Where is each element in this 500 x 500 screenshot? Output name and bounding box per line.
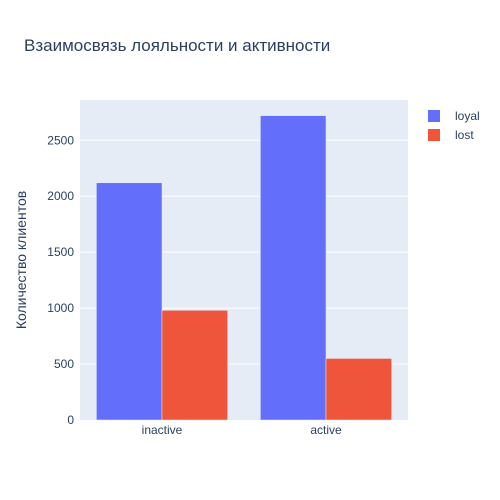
legend-item-lost[interactable]: lost bbox=[428, 128, 474, 142]
y-axis-title: Количество клиентов bbox=[13, 191, 29, 329]
legend-swatch bbox=[428, 110, 440, 122]
y-tick-label: 1500 bbox=[47, 245, 74, 259]
y-tick-label: 500 bbox=[54, 357, 74, 371]
x-tick-label: active bbox=[310, 423, 342, 437]
legend-item-loyal[interactable]: loyal bbox=[428, 109, 480, 123]
x-axis-ticks: inactive active bbox=[142, 423, 342, 437]
y-tick-label: 2000 bbox=[47, 189, 74, 203]
bar-loyal-active[interactable] bbox=[260, 115, 327, 421]
bar-loyal-inactive[interactable] bbox=[96, 182, 163, 421]
chart-title: Взаимосвязь лояльности и активности bbox=[24, 36, 330, 55]
bar-lost-inactive[interactable] bbox=[161, 310, 228, 421]
x-tick-label: inactive bbox=[142, 423, 183, 437]
legend: loyal lost bbox=[428, 109, 480, 142]
y-tick-label: 1000 bbox=[47, 301, 74, 315]
y-tick-label: 0 bbox=[67, 413, 74, 427]
bars bbox=[96, 115, 392, 421]
legend-label: loyal bbox=[455, 109, 480, 123]
bar-lost-active[interactable] bbox=[325, 358, 392, 421]
legend-swatch bbox=[428, 129, 440, 141]
y-tick-label: 2500 bbox=[47, 133, 74, 147]
y-axis-ticks: 0 500 1000 1500 2000 2500 bbox=[47, 133, 74, 427]
legend-label: lost bbox=[455, 128, 474, 142]
